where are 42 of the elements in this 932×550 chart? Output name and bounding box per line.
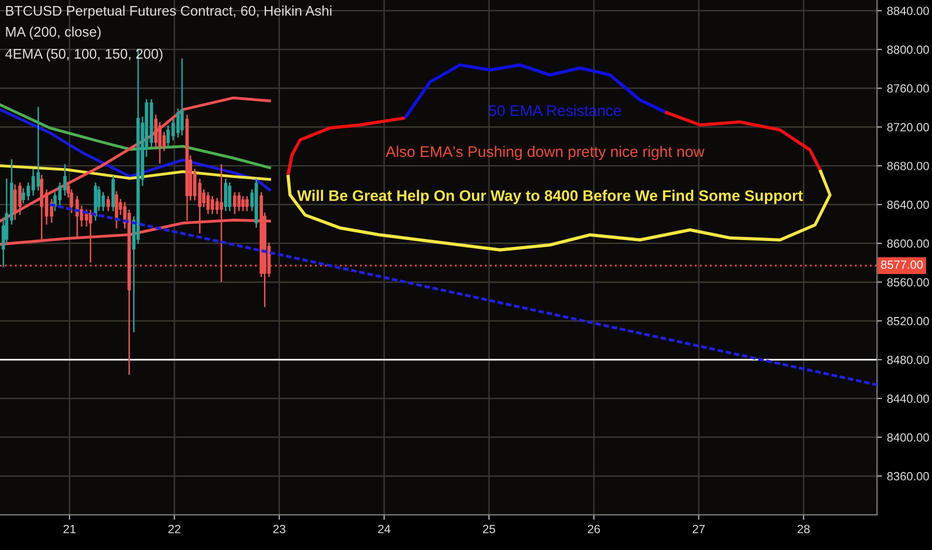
annotation: Also EMA's Pushing down pretty nice right now [386,146,704,160]
y-tick-label: 8600.00 [887,239,929,248]
y-tick-label: 8640.00 [887,200,929,209]
candlestick [18,182,22,215]
candlestick [245,196,249,212]
x-tick-label: 23 [273,524,286,534]
candlestick [180,58,184,136]
y-tick-label: 8440.00 [887,394,929,403]
candlestick [237,192,241,212]
candlestick [206,192,210,214]
candlestick [13,184,17,220]
candlestick [106,196,110,212]
candlestick [233,192,236,214]
y-tick-label: 8760.00 [887,84,929,93]
y-tick-label: 8840.00 [887,6,929,16]
ref-line-label: 8577.00 [881,260,923,269]
x-tick-label: 27 [692,524,705,534]
y-tick-label: 8360.00 [887,472,929,480]
line-series [0,103,272,170]
y-tick-label: 8720.00 [887,123,929,132]
y-tick-label: 8400.00 [887,433,929,442]
candlestick [63,164,67,196]
x-tick-label: 21 [64,524,76,534]
candlestick [210,196,214,214]
annotation: 50 EMA Resistance [488,104,621,116]
x-tick-label: 26 [588,524,600,534]
x-tick-label: 25 [483,524,496,534]
line-series [0,96,272,222]
y-tick-label: 8680.00 [887,162,929,170]
chart-title: BTCUSD Perpetual Futures Contract, 60, Heikin Ashi [6,6,332,18]
y-tick-label: 8560.00 [887,278,929,287]
candlestick [224,178,228,212]
y-tick-label: 8800.00 [887,45,929,54]
annotation: Will Be Great Help On Our Way to 8400 Before We Find Some Support [297,190,803,204]
x-tick-label: 24 [378,524,390,534]
x-tick-label: 22 [168,524,180,534]
y-tick-label: 8480.00 [887,356,929,364]
y-tick-label: 8520.00 [887,316,929,326]
candlestick [228,182,232,212]
candlestick [241,196,245,212]
annotation: MA (200, close) [6,26,101,40]
x-tick-label: 28 [798,524,810,534]
